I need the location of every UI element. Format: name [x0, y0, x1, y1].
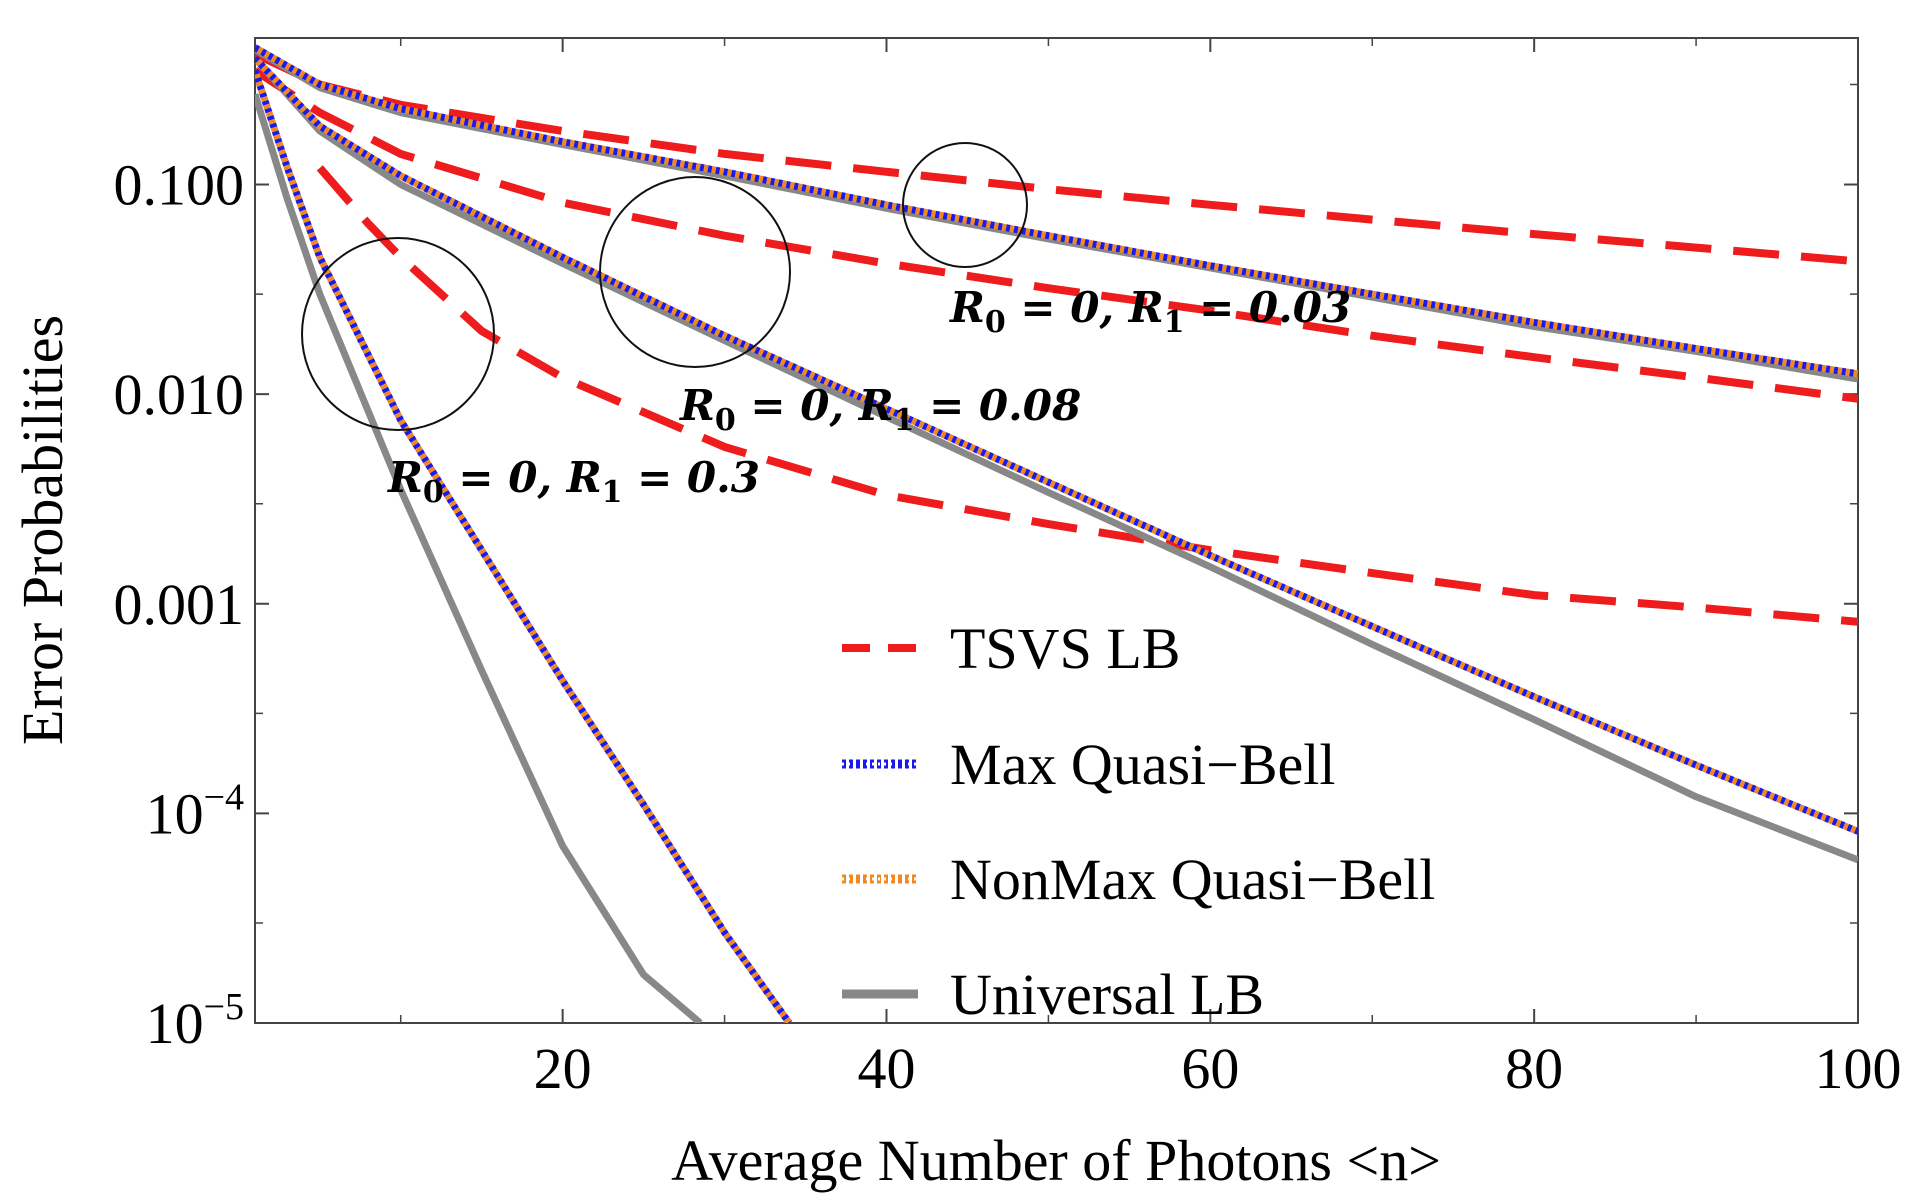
y-tick-label: 10−5 — [146, 986, 244, 1056]
annotations: R0 = 0, R1 = 0.03 R0 = 0, R1 = 0.08 R0 = 0… — [387, 283, 1351, 510]
y-tick-label: 0.010 — [114, 362, 245, 427]
legend-label: TSVS LB — [950, 616, 1180, 681]
y-tick-label: 0.001 — [114, 572, 245, 637]
y-tick-label: 10−4 — [146, 776, 244, 846]
x-tick-label: 100 — [1815, 1036, 1902, 1101]
tsvs-lb-line — [316, 165, 1858, 626]
x-tick-label: 20 — [534, 1036, 592, 1101]
max-quasi-bell-line — [255, 69, 793, 1023]
annotation-circle — [902, 142, 1028, 268]
annotation-label: R0 = 0, R1 = 0.08 — [679, 381, 1081, 438]
x-tick-label: 80 — [1505, 1036, 1563, 1101]
tsvs-lb-line — [255, 67, 1858, 403]
annotation-circle — [301, 237, 495, 431]
annotation-circles — [301, 142, 1028, 431]
x-tick-labels: 20 40 60 80 100 — [534, 1036, 1902, 1101]
legend: TSVS LB Max Quasi−Bell NonMax Quasi−Bell Un… — [842, 616, 1435, 1027]
y-tick-label: 0.100 — [114, 153, 245, 218]
nonmax-quasi-bell-line — [255, 69, 793, 1023]
y-tick-labels: 0.100 0.010 0.001 10−4 10−5 — [114, 153, 245, 1056]
max-quasi-bell-line — [255, 55, 1858, 835]
annotation-circle — [599, 176, 791, 368]
universal-lb-line — [255, 55, 1858, 864]
x-axis-title: Average Number of Photons <n> — [671, 1128, 1441, 1193]
x-tick-label: 40 — [857, 1036, 915, 1101]
nonmax-quasi-bell-line — [255, 55, 1858, 835]
x-tick-label: 60 — [1181, 1036, 1239, 1101]
plot-frame — [254, 37, 1859, 1024]
legend-label: NonMax Quasi−Bell — [950, 847, 1435, 912]
annotation-label: R0 = 0, R1 = 0.3 — [387, 453, 760, 510]
legend-label: Max Quasi−Bell — [950, 732, 1336, 797]
legend-label: Universal LB — [950, 962, 1264, 1027]
y-axis-title: Error Probabilities — [10, 315, 75, 745]
max-quasi-bell-line — [255, 44, 1858, 378]
tick-marks — [255, 38, 1859, 1024]
series-layer — [255, 44, 1858, 1023]
universal-lb-line — [255, 93, 703, 1023]
annotation-label: R0 = 0, R1 = 0.03 — [949, 283, 1351, 340]
